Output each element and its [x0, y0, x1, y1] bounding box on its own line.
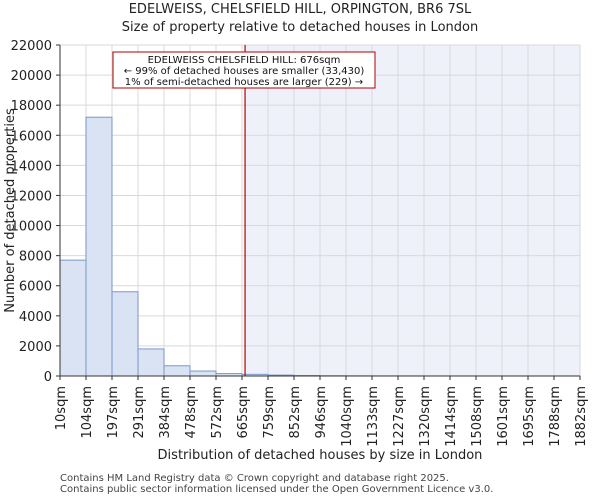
y-tick-label: 6000 [19, 280, 52, 295]
x-tick-label: 1320sqm [418, 386, 433, 447]
x-tick-label: 759sqm [262, 386, 277, 439]
y-tick-label: 10000 [11, 220, 52, 235]
histogram-bar [163, 365, 191, 377]
x-tick-label: 946sqm [314, 386, 329, 439]
x-tick-label: 1882sqm [574, 386, 589, 447]
y-tick-label: 8000 [19, 250, 52, 265]
y-axis-label: Number of detached properties [3, 108, 18, 313]
histogram-chart: 0 2000 4000 6000 8000 10000 12000 14000 16000 180… [3, 39, 589, 463]
x-tick-label: 852sqm [288, 386, 303, 439]
x-tick-label: 104sqm [80, 386, 95, 439]
y-tick-label: 0 [44, 370, 52, 385]
chart-subtitle: Size of property relative to detached ho… [121, 20, 479, 35]
x-tick-label: 197sqm [106, 386, 121, 439]
histogram-bar [137, 348, 165, 377]
annotation-box [112, 51, 376, 89]
y-tick-label: 20000 [11, 69, 52, 84]
annotation-line-3: 1% of semi-detached houses are larger (2… [125, 77, 363, 88]
x-tick-label: 1695sqm [522, 386, 537, 447]
y-tick-label: 14000 [11, 159, 52, 174]
x-tick-label: 478sqm [184, 386, 199, 439]
x-axis-label: Distribution of detached houses by size … [158, 448, 483, 463]
y-tick-label: 4000 [19, 310, 52, 325]
histogram-bar [189, 370, 217, 377]
annotation-line-2: ← 99% of detached houses are smaller (33… [124, 66, 365, 77]
x-tick-label: 1508sqm [470, 386, 485, 447]
x-tick-label: 665sqm [236, 386, 251, 439]
x-tick-label: 1414sqm [444, 386, 459, 447]
histogram-bar [85, 116, 113, 377]
y-tick-label: 22000 [11, 39, 52, 54]
histogram-bar [59, 259, 87, 377]
annotation-line-1: EDELWEISS CHELSFIELD HILL: 676sqm [148, 55, 341, 66]
y-tick-label: 12000 [11, 189, 52, 204]
x-tick-label: 572sqm [210, 386, 225, 439]
x-tick-label: 291sqm [132, 386, 147, 439]
y-tick-label: 16000 [11, 129, 52, 144]
footer-line-1: Contains HM Land Registry data © Crown c… [60, 473, 449, 484]
footer-line-2: Contains public sector information licen… [60, 484, 494, 495]
highlight-region [245, 45, 581, 376]
histogram-bar [111, 291, 139, 377]
x-tick-label: 1133sqm [366, 386, 381, 447]
y-tick-label: 2000 [19, 340, 52, 355]
x-tick-label: 1601sqm [496, 386, 511, 447]
x-tick-label: 1788sqm [548, 386, 563, 447]
x-tick-label: 10sqm [54, 386, 69, 430]
x-tick-label: 1227sqm [392, 386, 407, 447]
chart-title: EDELWEISS, CHELSFIELD HILL, ORPINGTON, B… [128, 2, 472, 17]
y-tick-label: 18000 [11, 99, 52, 114]
x-tick-label: 384sqm [158, 386, 173, 439]
x-tick-label: 1040sqm [340, 386, 355, 447]
